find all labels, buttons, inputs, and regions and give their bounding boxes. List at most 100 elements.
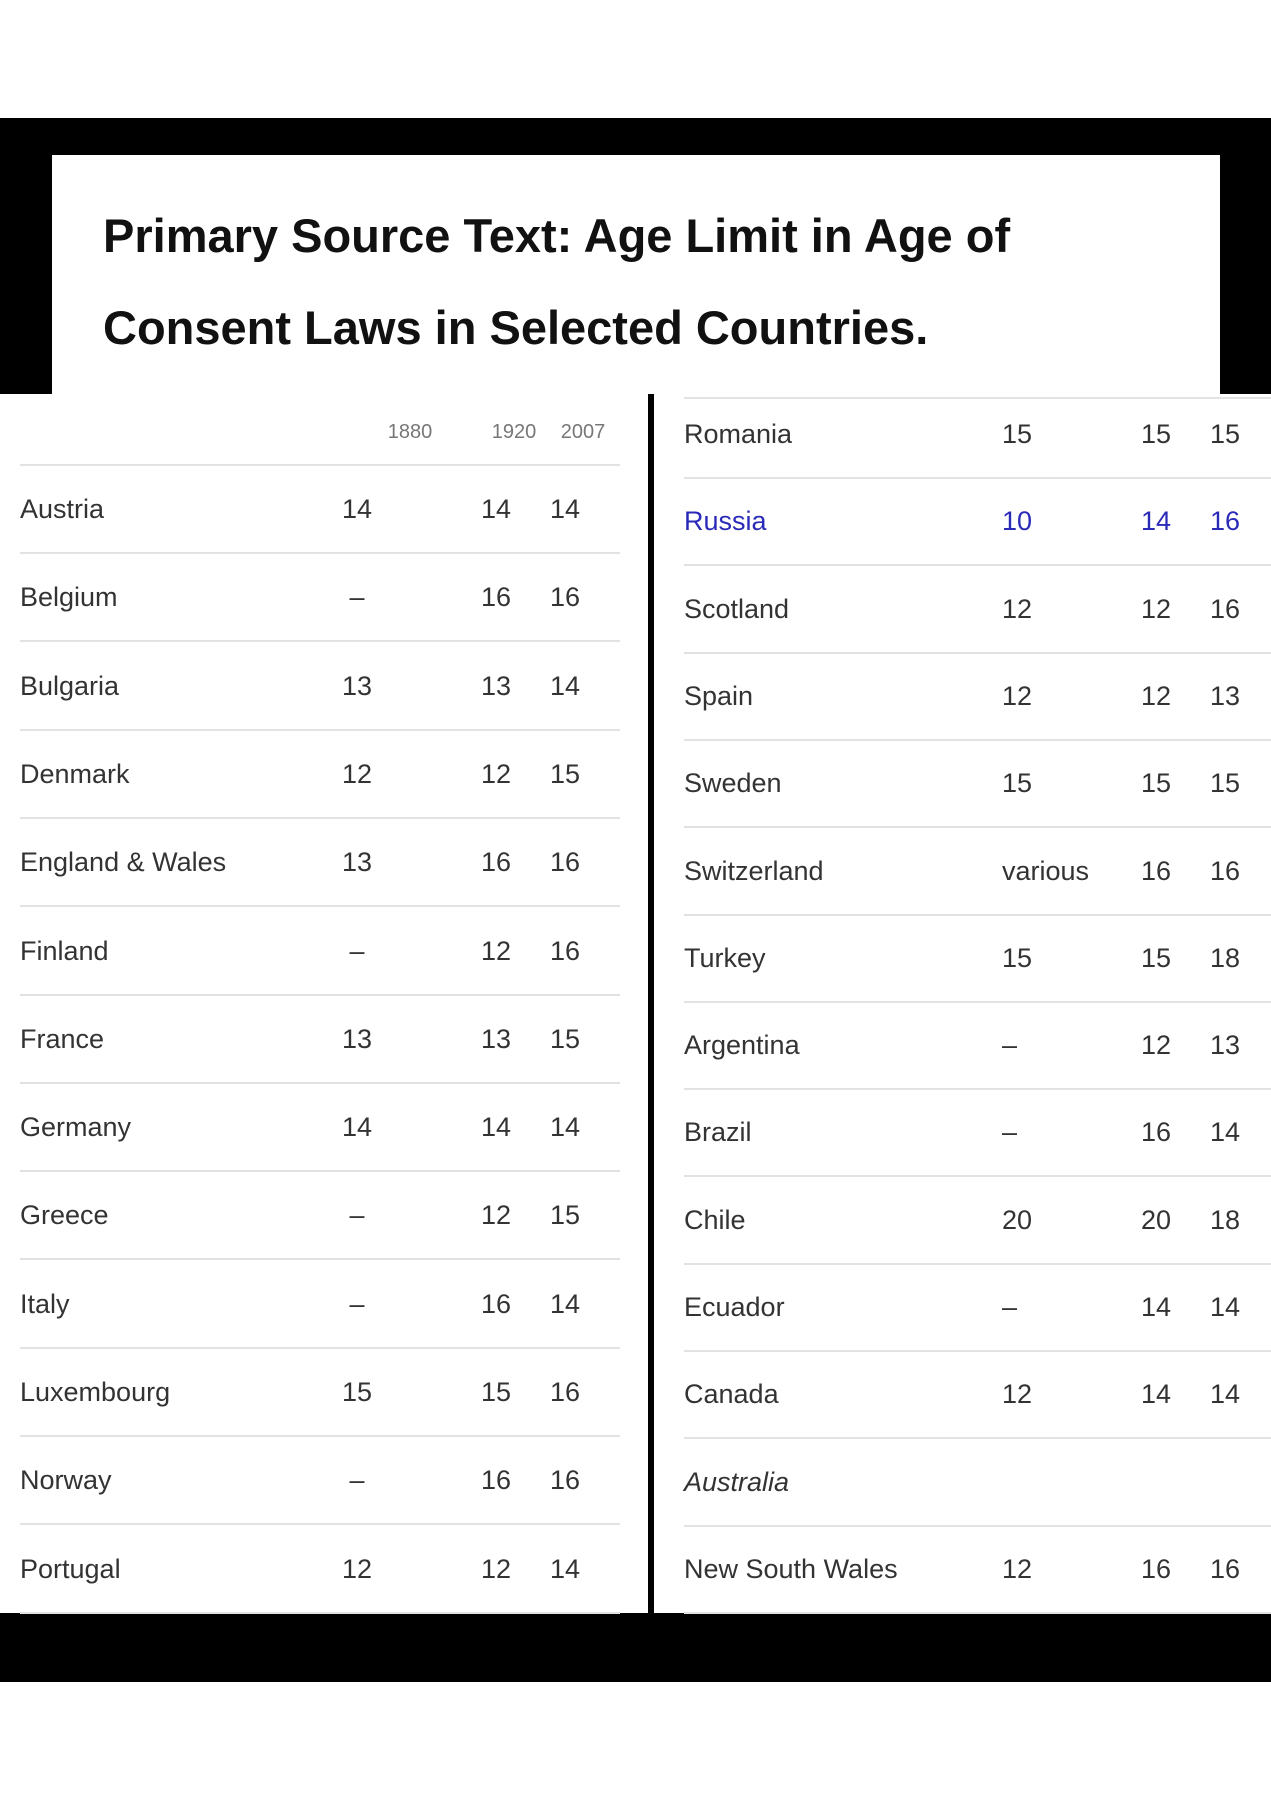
row-separator xyxy=(684,1437,1271,1440)
country-name: Brazil xyxy=(684,1117,752,1148)
country-name: Austria xyxy=(20,494,105,524)
divider xyxy=(648,394,654,1613)
age-value: – xyxy=(349,1465,365,1496)
row-separator xyxy=(20,1346,620,1349)
row-separator xyxy=(684,826,1271,829)
age-value: 13 xyxy=(1209,680,1241,711)
age-value: – xyxy=(349,935,365,966)
age-value: – xyxy=(349,1288,365,1319)
country-name: England & Wales xyxy=(20,847,227,878)
row-separator xyxy=(20,1081,620,1084)
age-value: 16 xyxy=(1140,1553,1172,1584)
row-separator xyxy=(20,1523,620,1526)
row-separator xyxy=(684,1611,1271,1614)
age-value: 15 xyxy=(1209,768,1241,799)
age-value: 14 xyxy=(341,1112,373,1143)
country-name: Romania xyxy=(684,419,793,449)
country-name: Belgium xyxy=(20,582,118,613)
age-value: 12 xyxy=(480,1553,512,1584)
country-name: Turkey xyxy=(684,942,766,973)
age-value: 16 xyxy=(1140,855,1172,886)
age-value: 13 xyxy=(480,1023,512,1054)
age-value: 12 xyxy=(1002,1553,1033,1584)
age-value: 14 xyxy=(549,1112,581,1143)
row-separator xyxy=(20,905,620,908)
age-value: – xyxy=(1002,1117,1018,1148)
age-value: 15 xyxy=(1140,768,1172,799)
row-separator xyxy=(20,993,620,996)
age-value: 12 xyxy=(1002,680,1033,711)
age-value: 16 xyxy=(1209,855,1241,886)
row-separator xyxy=(20,1435,620,1437)
age-value: 16 xyxy=(549,847,581,878)
age-value: 14 xyxy=(341,494,373,524)
frame-bottom xyxy=(0,1613,1271,1682)
row-separator xyxy=(20,1170,620,1173)
age-value: – xyxy=(349,1200,365,1231)
age-value: various xyxy=(1002,855,1090,886)
age-value: 14 xyxy=(1140,1292,1172,1322)
age-value[interactable]: 16 xyxy=(1209,506,1241,537)
row-separator xyxy=(684,1175,1271,1178)
row-separator xyxy=(684,1524,1271,1527)
country-name: Italy xyxy=(20,1288,70,1319)
country-name: Scotland xyxy=(684,593,790,624)
age-value: 16 xyxy=(480,1288,512,1319)
age-value: 12 xyxy=(1140,680,1172,711)
age-value: 15 xyxy=(549,758,581,789)
row-separator xyxy=(684,738,1271,741)
column-header: 2007 xyxy=(560,421,606,443)
age-value: 12 xyxy=(341,1553,373,1584)
country-name: Germany xyxy=(20,1112,132,1143)
row-separator xyxy=(20,1611,620,1614)
row-separator xyxy=(20,552,620,554)
age-value: – xyxy=(349,582,365,613)
age-value: 13 xyxy=(1209,1030,1241,1061)
row-separator xyxy=(20,1258,620,1261)
age-value: 14 xyxy=(1209,1379,1241,1410)
age-value: 15 xyxy=(549,1023,581,1054)
column-header: 1880 xyxy=(387,421,433,443)
age-value[interactable]: 14 xyxy=(1140,506,1172,537)
age-value: 14 xyxy=(549,1553,581,1584)
country-name: Bulgaria xyxy=(20,670,120,701)
age-value: 16 xyxy=(549,1377,581,1407)
age-value: 12 xyxy=(480,1200,512,1231)
age-value: 15 xyxy=(480,1377,512,1407)
country-name: Denmark xyxy=(20,758,130,789)
title: Primary Source Text: Age Limit in Age of… xyxy=(103,209,1011,354)
country-name: Australia xyxy=(684,1466,790,1497)
age-value: 15 xyxy=(1002,768,1033,799)
age-value: 13 xyxy=(341,1023,373,1054)
age-value: 15 xyxy=(341,1377,373,1407)
age-value: 15 xyxy=(1209,419,1241,449)
age-value: 14 xyxy=(549,494,581,524)
country-name: Argentina xyxy=(684,1030,800,1061)
age-value: 14 xyxy=(1209,1292,1241,1322)
country-name: Sweden xyxy=(684,768,782,799)
age-value: 15 xyxy=(549,1200,581,1231)
age-value: 14 xyxy=(480,1112,512,1143)
age-value: 13 xyxy=(341,670,373,701)
frame-right xyxy=(1220,118,1271,394)
row-separator xyxy=(684,1350,1271,1352)
age-value: 16 xyxy=(1209,1553,1241,1584)
country-name: Spain xyxy=(684,680,754,711)
row-separator xyxy=(20,640,620,643)
row-separator xyxy=(684,651,1271,654)
age-value: 16 xyxy=(1209,593,1241,624)
age-value: – xyxy=(1002,1030,1018,1061)
age-value: 13 xyxy=(341,847,373,878)
age-value[interactable]: 10 xyxy=(1002,506,1033,537)
country-name[interactable]: Russia xyxy=(684,506,767,537)
age-value: 16 xyxy=(549,935,581,966)
frame-top xyxy=(0,118,1271,155)
country-name: Ecuador xyxy=(684,1292,785,1322)
age-value: 16 xyxy=(480,582,512,613)
country-name: Chile xyxy=(684,1204,746,1235)
row-separator xyxy=(684,1262,1271,1265)
country-name: France xyxy=(20,1023,105,1054)
age-value: 12 xyxy=(341,758,373,789)
country-name: Switzerland xyxy=(684,855,824,886)
